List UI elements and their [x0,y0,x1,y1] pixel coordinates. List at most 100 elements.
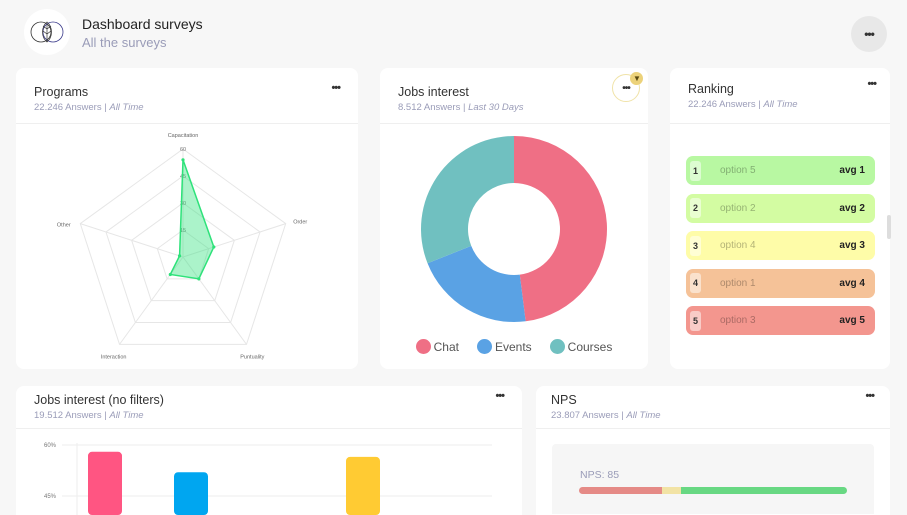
answers-count: 22.246 Answers [34,102,102,113]
period: All Time [763,99,798,110]
card-title: Programs [34,85,89,99]
radar-grid-ring [79,148,287,345]
radar-series-area [169,159,215,280]
radar-grid-ring [105,175,261,324]
more-menu-button[interactable]: ••• [495,390,505,402]
ranking-card: Ranking 22.246 Answers | All Time ••• 1 o… [670,68,890,369]
donut-chart [421,136,607,322]
nps-segment [662,487,681,494]
legend-swatch [415,339,431,354]
bar [88,451,122,515]
ranking-item[interactable]: 3 option 4 avg 3 [686,231,875,260]
bar [174,472,208,515]
donut-slice-events [427,245,526,322]
radar-axis-label: Order [293,220,307,226]
answers-count: 22.246 Answers [688,99,756,110]
radar-point [197,277,201,281]
rank-avg: avg 4 [839,277,865,289]
card-subtitle: 22.246 Answers | All Time [688,99,798,110]
rank-number: 3 [690,235,701,256]
header-menu-button[interactable]: ••• [851,16,887,52]
card-header: Ranking 22.246 Answers | All Time ••• [670,68,890,124]
legend-item[interactable]: Courses [549,339,613,354]
chart-legend: Chat Events Courses [380,339,648,354]
ranking-item[interactable]: 4 option 1 avg 4 [686,268,875,298]
radar-axis-label: Capacitation [168,133,199,139]
legend-swatch [549,339,565,354]
answers-count: 19.512 Answers [34,410,102,421]
card-title: Jobs interest (no filters) [34,393,164,407]
legend-swatch [476,339,492,354]
period: All Time [109,410,144,421]
card-subtitle: 23.807 Answers | All Time [551,410,661,421]
page-title: Dashboard surveys [82,16,203,32]
bar-chart: 60% 45% [44,443,492,515]
ranking-item[interactable]: 1 option 5 avg 1 [686,156,875,185]
bar [346,456,380,515]
rank-avg: avg 3 [839,240,865,251]
more-menu-button[interactable]: ••• [867,78,877,90]
answers-count: 8.512 Answers [398,102,461,113]
radar-spoke [80,223,184,258]
programs-card: Programs 22.246 Answers | All Time ••• C… [16,68,358,369]
nps-panel: NPS: 85 [552,444,874,514]
nps-segment [579,487,663,494]
ranking-item[interactable]: 2 option 2 avg 2 [686,193,875,223]
period: All Time [109,102,144,113]
radar-point [168,272,172,277]
radar-axis-label: Puntuality [240,354,264,360]
legend-item[interactable]: Events [476,339,532,354]
rank-option: option 4 [720,240,756,251]
card-header: Jobs interest (no filters) 19.512 Answer… [16,386,522,429]
period: Last 30 Days [468,102,524,113]
more-menu-button[interactable]: ••• ▼ [612,72,643,102]
more-dots: ••• [622,82,630,94]
radar-spoke [182,223,286,258]
card-subtitle: 19.512 Answers | All Time [34,410,144,421]
radar-spoke [182,256,247,345]
card-header: NPS 23.807 Answers | All Time ••• [536,386,890,429]
nps-bar [579,487,847,494]
answers-count: 23.807 Answers [551,410,619,421]
leaf-logo-icon [30,21,64,43]
radar-tick-label: 15 [180,228,186,234]
nps-segment [680,487,847,494]
rank-option: option 5 [720,165,756,176]
donut-slice-chat [514,136,607,322]
more-menu-button[interactable]: ••• [865,390,875,402]
ranking-item[interactable]: 5 option 3 avg 5 [686,306,875,335]
card-header: Jobs interest 8.512 Answers | Last 30 Da… [380,68,648,124]
legend-item[interactable]: Chat [415,339,459,354]
radar-point [212,245,216,249]
radar-axis-label: Other [57,223,71,229]
rank-option: option 1 [720,277,756,289]
legend-label: Courses [567,340,613,354]
more-menu-button[interactable]: ••• [331,82,341,94]
scrollbar[interactable] [887,215,891,239]
rank-option: option 2 [720,202,756,214]
rank-avg: avg 1 [839,165,865,176]
radar-point [181,158,185,162]
radar-point [177,254,182,258]
logo [24,9,70,55]
nps-score: NPS: 85 [580,469,620,481]
radar-tick-label: 30 [180,201,186,207]
rank-option: option 3 [720,315,756,326]
nps-card: NPS 23.807 Answers | All Time ••• NPS: 8… [536,386,890,515]
rank-avg: avg 5 [839,315,865,326]
jobs-interest-nofilter-card: Jobs interest (no filters) 19.512 Answer… [16,386,522,515]
rank-number: 2 [690,198,701,218]
card-title: NPS [551,393,577,407]
rank-number: 4 [690,273,701,293]
donut-slice-courses [421,136,514,264]
rank-number: 1 [690,160,701,181]
rank-avg: avg 2 [839,202,865,214]
card-title: Jobs interest [398,85,469,99]
radar-chart: Capacitation Order Puntuality Interaction Ot… [57,133,308,360]
filter-icon[interactable]: ▼ [630,72,643,85]
period: All Time [626,410,661,421]
card-subtitle: 22.246 Answers | All Time [34,102,144,113]
jobs-interest-card: Jobs interest 8.512 Answers | Last 30 Da… [380,68,648,369]
radar-grid-ring [156,229,210,280]
radar-grid-ring [131,202,235,302]
